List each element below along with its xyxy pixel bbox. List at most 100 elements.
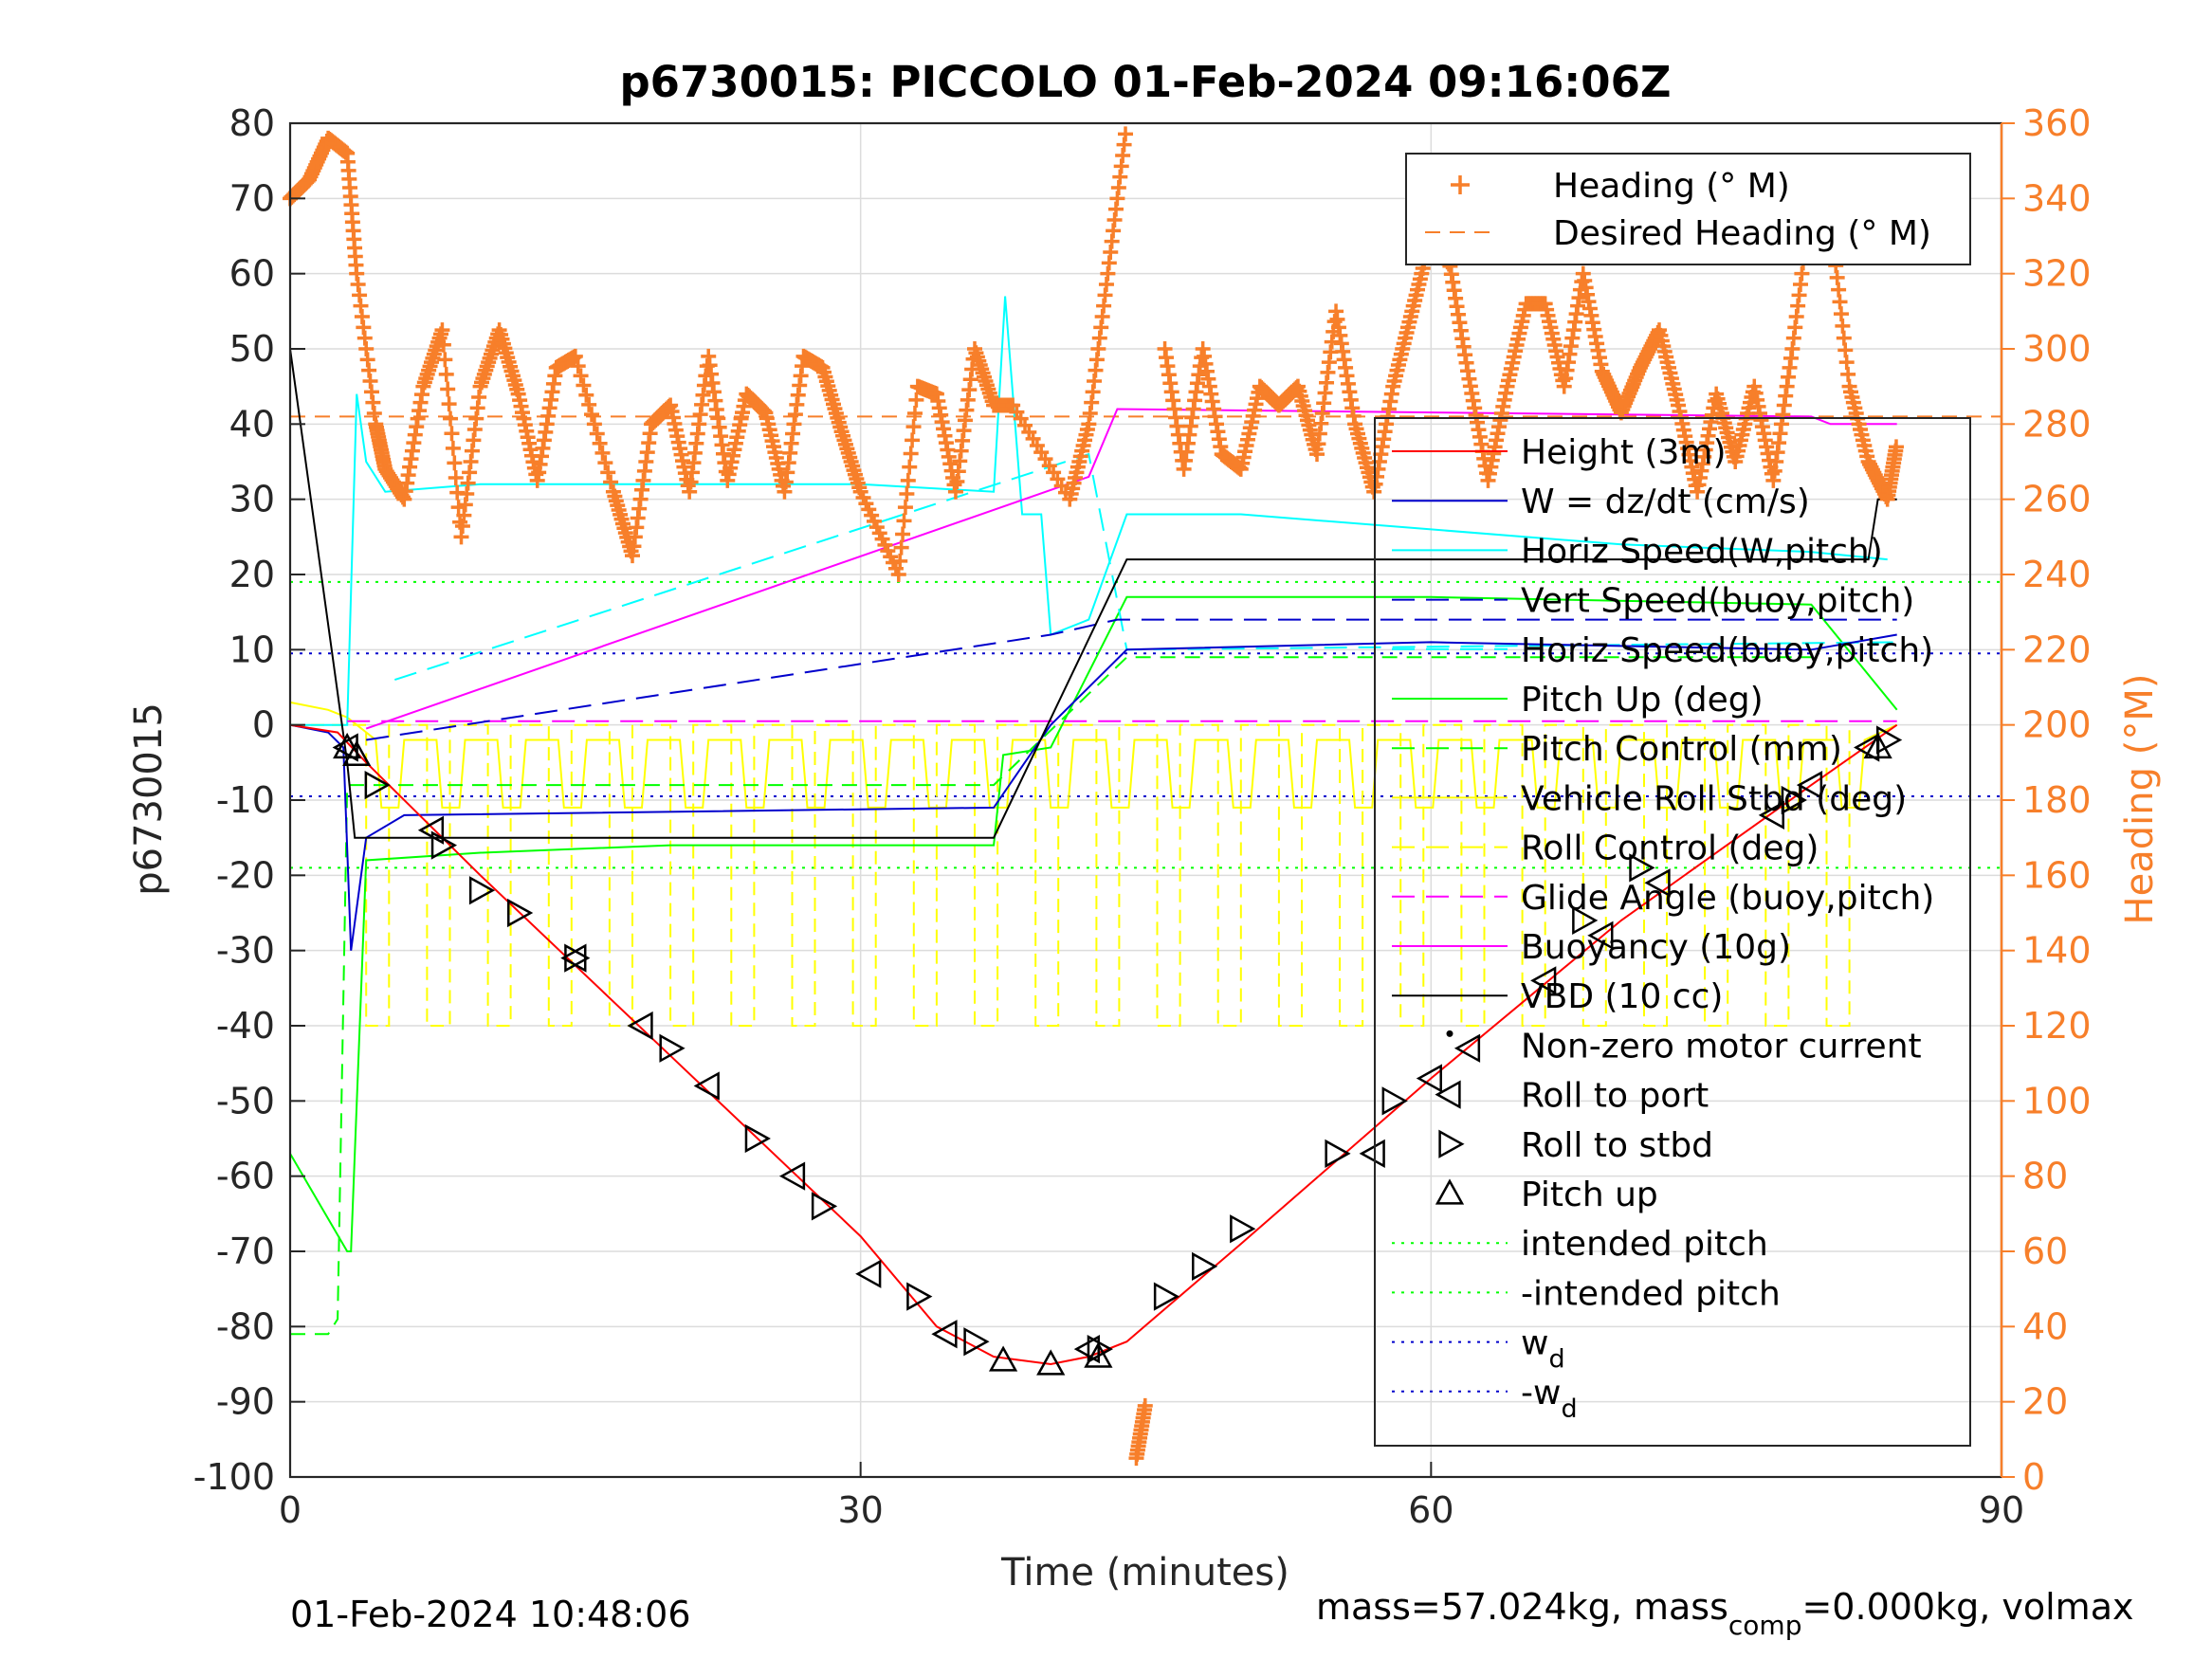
- heading-marker: [890, 567, 906, 582]
- y-tick-label: -50: [216, 1080, 275, 1121]
- heading-marker: [892, 553, 908, 569]
- y-tick-label: -90: [216, 1381, 275, 1423]
- heading-marker: [444, 426, 460, 442]
- x-tick-label: 90: [1979, 1489, 2024, 1531]
- heading-marker: [573, 368, 589, 384]
- legend-label-vert_speed_buoy: Vert Speed(buoy,pitch): [1521, 582, 1914, 621]
- y2-tick-label: 200: [2022, 704, 2092, 746]
- heading-legend-label: Desired Heading (° M): [1553, 214, 1931, 253]
- heading-marker: [435, 337, 451, 353]
- heading-marker: [592, 435, 608, 451]
- y-tick-label: -100: [193, 1456, 275, 1498]
- y-tick-label: 0: [252, 704, 275, 746]
- roll-stbd-marker: [1325, 1139, 1351, 1168]
- heading-marker: [576, 377, 592, 393]
- pitch-up-marker: [1036, 1349, 1066, 1376]
- roll-port-marker: [1359, 1139, 1385, 1168]
- pitch-up-marker: [988, 1345, 1018, 1372]
- heading-marker: [581, 396, 597, 412]
- legend-label-roll: Vehicle Roll Stbd (deg): [1521, 779, 1907, 818]
- vehicle-roll-series: [289, 701, 1898, 809]
- heading-marker: [1137, 1397, 1153, 1413]
- legend-label-buoyancy: Buoyancy (10g): [1521, 928, 1791, 967]
- legend-label-roll_stbd: Roll to stbd: [1521, 1126, 1713, 1165]
- roll-stbd-marker: [811, 1192, 838, 1221]
- roll-port-marker: [1644, 868, 1671, 898]
- x-tick-label: 0: [279, 1489, 302, 1531]
- roll-stbd-marker: [1781, 785, 1807, 815]
- y2-tick-label: 320: [2022, 253, 2092, 295]
- roll-stbd-marker: [564, 943, 591, 973]
- heading-marker: [570, 358, 586, 374]
- roll-stbd-marker: [430, 830, 458, 860]
- height-series: [289, 723, 1898, 1366]
- y-tick-label: -60: [216, 1156, 275, 1197]
- heading-marker: [434, 322, 450, 338]
- heading-marker: [906, 406, 923, 421]
- heading-legend-label: Heading (° M): [1553, 167, 1790, 206]
- heading-marker: [908, 392, 924, 408]
- heading-marker: [448, 470, 464, 485]
- roll-stbd-marker: [1572, 905, 1599, 936]
- y2-tick-label: 260: [2022, 479, 2092, 520]
- roll-port-marker: [931, 1320, 958, 1349]
- y2-tick-label: 100: [2022, 1080, 2092, 1121]
- heading-marker: [578, 387, 594, 403]
- legend-label-pitch_up: Pitch up: [1521, 1176, 1658, 1214]
- roll-stbd-marker: [1087, 1335, 1113, 1364]
- legend-label-horiz_speed: Horiz Speed(W,pitch): [1521, 532, 1883, 571]
- legend-subscript: d: [1548, 1345, 1564, 1375]
- y-tick-label: 70: [229, 177, 275, 219]
- heading-marker: [597, 455, 613, 471]
- y-tick-label: 60: [229, 253, 275, 295]
- heading-marker: [441, 396, 457, 412]
- y2-tick-label: 360: [2022, 102, 2092, 144]
- heading-marker: [437, 352, 453, 368]
- y-tick-label: 50: [229, 328, 275, 370]
- y2-tick-label: 300: [2022, 328, 2092, 370]
- vbd-series: [289, 348, 1897, 839]
- heading-marker: [440, 381, 456, 397]
- y2-tick-label: 80: [2022, 1156, 2068, 1197]
- legend-roll-stbd-marker: [1438, 1129, 1465, 1158]
- legend-motor-dot: [1446, 1030, 1453, 1037]
- y-tick-label: 80: [229, 102, 275, 144]
- pitch-up-marker: [342, 739, 372, 767]
- y-tick-label: 30: [229, 479, 275, 520]
- roll-port-marker: [1587, 921, 1614, 950]
- y-tick-label: 20: [229, 554, 275, 595]
- pitch-series: [289, 595, 1898, 1252]
- heading-marker: [447, 455, 463, 471]
- legend-label-horiz_speed_buoy: Horiz Speed(buoy,pitch): [1521, 631, 1933, 670]
- y2-tick-label: 160: [2022, 854, 2092, 896]
- series-layer: [283, 126, 2002, 1467]
- roll-stbd-marker: [1629, 853, 1655, 883]
- legend-label-pitch: Pitch Up (deg): [1521, 681, 1764, 720]
- heading-marker: [445, 440, 461, 456]
- legend-label-vbd: VBD (10 cc): [1521, 977, 1723, 1016]
- vert-speed-buoy-series: [366, 618, 1897, 741]
- roll-stbd-marker: [364, 771, 391, 800]
- y-tick-label: 10: [229, 629, 275, 670]
- heading-marker: [603, 474, 619, 490]
- legend-label-neg_intended_pitch: -intended pitch: [1521, 1274, 1781, 1313]
- heading-legend-box: [1405, 153, 1971, 265]
- heading-marker: [903, 446, 919, 462]
- heading-marker: [594, 445, 611, 461]
- roll-stbd-marker: [1192, 1251, 1218, 1281]
- pitch-control-series: [290, 656, 1812, 1336]
- roll-port-marker: [855, 1259, 882, 1288]
- heading-marker: [905, 419, 922, 435]
- heading-marker: [897, 500, 913, 516]
- tick-layer: 0 30 60 9080706050403020100-10-20-30-40-50-…: [193, 102, 2092, 1531]
- legend-label-roll_port: Roll to port: [1521, 1077, 1709, 1116]
- y-tick-label: -80: [216, 1305, 275, 1347]
- horiz-speed-buoy-series: [393, 452, 1897, 682]
- pitch-up-marker: [333, 732, 362, 759]
- footer-mass: mass=57.024kg, masscomp=0.000kg, volmax: [1316, 1586, 2133, 1641]
- roll-stbd-marker: [1153, 1282, 1180, 1311]
- heading-marker: [586, 416, 602, 432]
- legend-label-roll_control: Roll Control (deg): [1521, 830, 1819, 868]
- roll-stbd-marker: [507, 898, 534, 928]
- heading-marker: [893, 539, 909, 556]
